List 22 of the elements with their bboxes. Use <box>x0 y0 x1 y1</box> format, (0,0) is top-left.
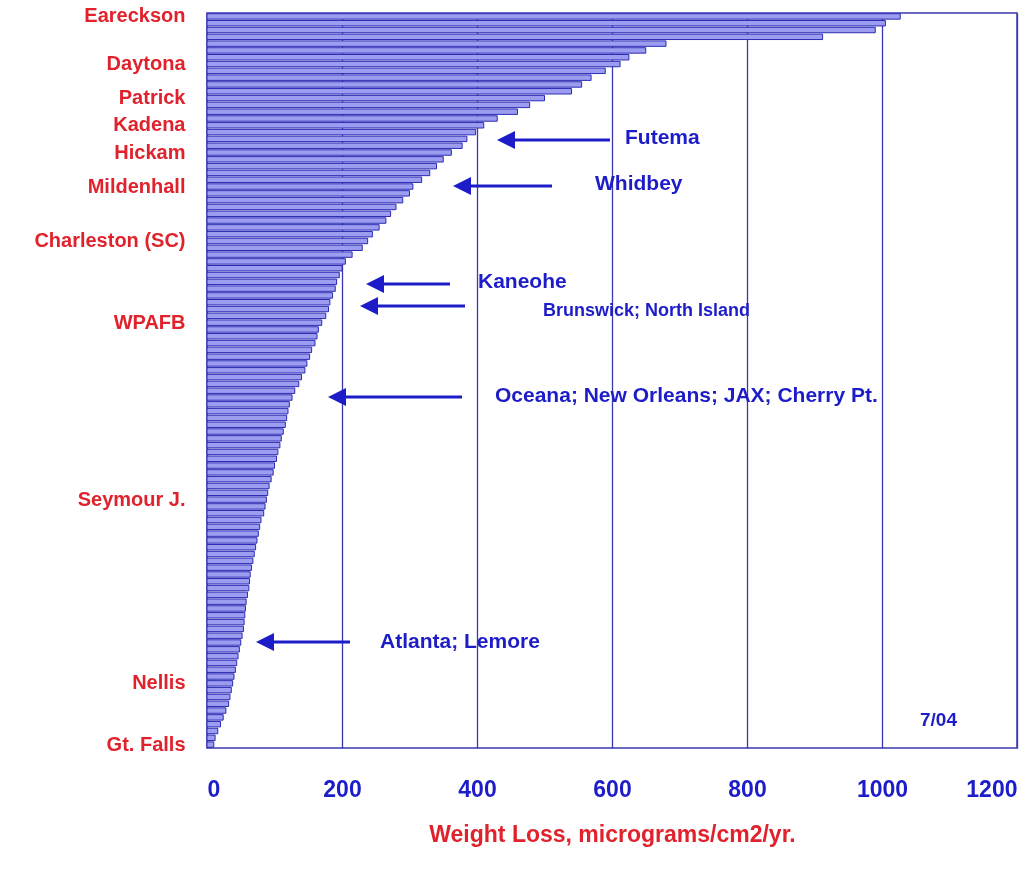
y-tick-label: Charleston (SC) <box>34 228 186 251</box>
y-tick-label: Kadena <box>113 113 187 136</box>
x-tick-label: 800 <box>728 775 767 802</box>
x-tick-label: 600 <box>593 775 632 802</box>
annotation: 7/04 <box>920 709 958 730</box>
x-tick-label: 200 <box>323 775 362 802</box>
y-tick-label: Patrick <box>118 86 187 109</box>
y-tick-label: Eareckson <box>84 4 186 27</box>
x-tick-label: 400 <box>458 775 497 802</box>
x-tick-label: 1000 <box>856 775 909 802</box>
y-tick-label: Daytona <box>106 52 187 75</box>
annotation: Kaneohe <box>478 268 567 292</box>
x-tick-label: 0 <box>207 775 221 802</box>
annotation: Futema <box>625 124 700 148</box>
y-tick-label: Hickam <box>114 140 186 163</box>
y-tick-label: Gt. Falls <box>106 732 186 755</box>
x-tick-label: 1200 <box>966 775 1018 802</box>
y-tick-label: Seymour J. <box>77 487 186 510</box>
y-tick-label: Mildenhall <box>87 174 186 197</box>
x-axis-title: Weight Loss, micrograms/cm2/yr. <box>429 820 796 847</box>
y-tick-label: WPAFB <box>113 310 186 333</box>
y-tick-label: Nellis <box>132 671 186 694</box>
